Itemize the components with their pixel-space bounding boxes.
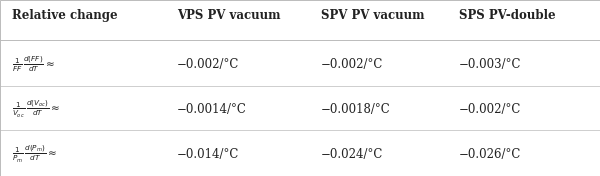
Text: $\frac{1}{V_{oc}}\,\frac{d(V_{oc})}{dT} \approx$: $\frac{1}{V_{oc}}\,\frac{d(V_{oc})}{dT} … bbox=[12, 99, 61, 120]
Text: −0.002/°C: −0.002/°C bbox=[459, 103, 521, 116]
Text: Relative change: Relative change bbox=[12, 9, 118, 22]
Text: −0.0018/°C: −0.0018/°C bbox=[321, 103, 391, 116]
Text: −0.024/°C: −0.024/°C bbox=[321, 148, 383, 161]
Text: −0.002/°C: −0.002/°C bbox=[177, 58, 239, 71]
Text: SPS PV-double: SPS PV-double bbox=[459, 9, 556, 22]
Text: −0.026/°C: −0.026/°C bbox=[459, 148, 521, 161]
Text: SPV PV vacuum: SPV PV vacuum bbox=[321, 9, 425, 22]
Text: $\frac{1}{FF}\,\frac{d(FF)}{dT} \approx$: $\frac{1}{FF}\,\frac{d(FF)}{dT} \approx$ bbox=[12, 54, 55, 74]
Text: −0.003/°C: −0.003/°C bbox=[459, 58, 521, 71]
Text: $\frac{1}{P_{m}}\,\frac{d(P_{m})}{dT} \approx$: $\frac{1}{P_{m}}\,\frac{d(P_{m})}{dT} \a… bbox=[12, 144, 57, 165]
Text: −0.002/°C: −0.002/°C bbox=[321, 58, 383, 71]
Text: −0.014/°C: −0.014/°C bbox=[177, 148, 239, 161]
Text: VPS PV vacuum: VPS PV vacuum bbox=[177, 9, 281, 22]
Text: −0.0014/°C: −0.0014/°C bbox=[177, 103, 247, 116]
